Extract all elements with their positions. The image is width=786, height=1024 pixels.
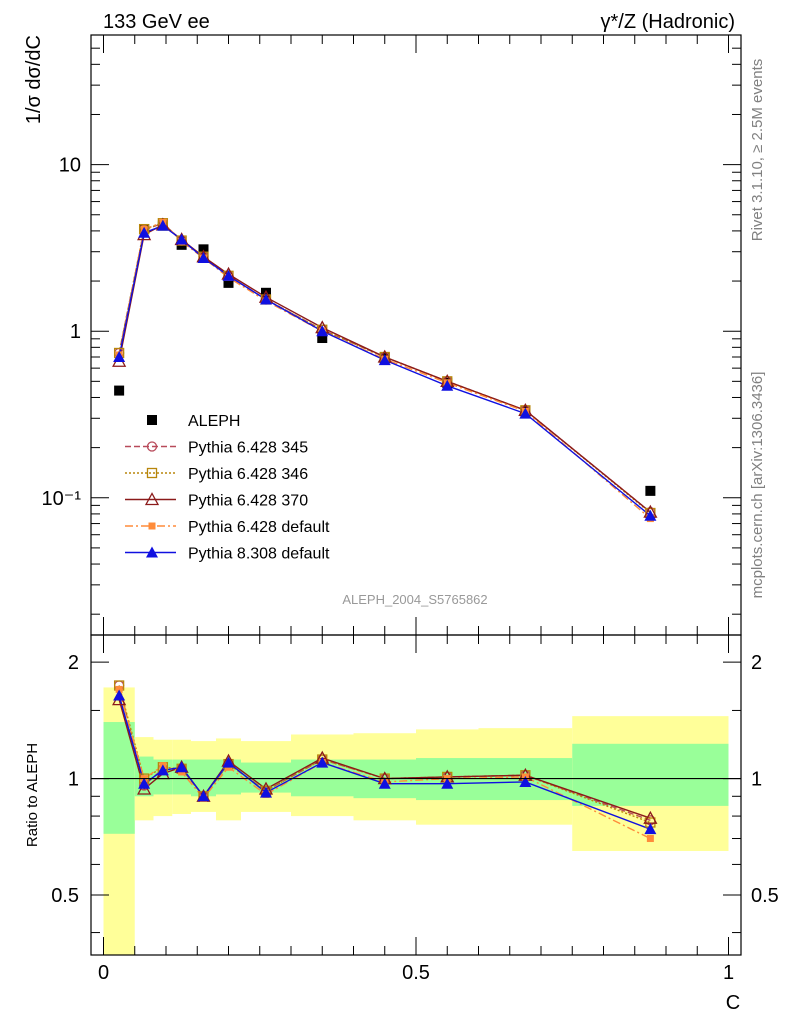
ratio-point-pythia-8-308-default-2 <box>156 764 169 776</box>
main-point-aleph-6 <box>261 287 271 298</box>
main-point-pythia-8-308-default-6 <box>260 293 272 305</box>
ratio-series-lines <box>118 685 651 840</box>
main-point-pythia-8-308-default-5 <box>222 269 235 281</box>
legend-marker-pythia-6-428-default <box>148 522 156 530</box>
ratio-point-pythia-6-428-default-11 <box>646 835 654 843</box>
header-left: 133 GeV ee <box>103 11 210 33</box>
ratio-point-pythia-8-308-default-4 <box>197 790 210 802</box>
xtick-label-2: 1 <box>723 962 734 984</box>
main-ytick-label-2: 10⁻¹ <box>42 488 82 510</box>
ratio-point-pythia-8-308-default-8 <box>378 777 391 789</box>
main-point-pythia-8-308-default-9 <box>441 379 454 391</box>
xtick-label-0: 0 <box>98 962 109 984</box>
inner-band-11 <box>572 743 729 806</box>
main-point-aleph-0 <box>114 385 125 396</box>
legend-marker-aleph <box>147 415 157 425</box>
legend-marker-pythia-6-428-370 <box>144 492 160 506</box>
ratio-line-pythia-6-428-370 <box>118 699 651 819</box>
legend: ALEPH Pythia 6.428 345 Pythia 6.428 346 Pyt… <box>125 413 330 563</box>
rivet-label: Rivet 3.1.10, ≥ 2.5M events <box>749 59 766 242</box>
main-series-markers <box>112 217 658 523</box>
ratio-point-pythia-8-308-default-3 <box>175 761 188 773</box>
ratio-point-pythia-8-308-default-9 <box>441 777 454 789</box>
main-point-pythia-8-308-default-4 <box>197 252 210 264</box>
ratio-ytick-label-left-0: 0.5 <box>51 885 79 907</box>
ratio-point-pythia-8-308-default-10 <box>519 775 532 787</box>
axes: 10 1 10⁻¹ 0.5 0.5 1 1 2 2 0 0.5 1 <box>42 34 779 984</box>
legend-marker-pythia-8-308-default <box>146 546 158 558</box>
ratio-point-pythia-8-308-default-7 <box>316 756 329 768</box>
xtick-label-1: 0.5 <box>402 962 430 984</box>
legend-marker-pythia-6-428-345 <box>146 441 158 452</box>
ratio-point-pythia-8-308-default-11 <box>644 823 657 835</box>
main-ylabel: 1/σ dσ/dC <box>23 35 45 124</box>
main-point-pythia-8-308-default-7 <box>316 325 329 337</box>
inner-band-0 <box>103 722 135 834</box>
header-right: γ*/Z (Hadronic) <box>601 11 735 33</box>
ratio-ytick-label-right-0: 0.5 <box>751 885 779 907</box>
main-point-pythia-8-308-default-8 <box>378 354 391 366</box>
main-point-pythia-8-308-default-1 <box>138 226 151 238</box>
main-point-pythia-8-308-default-0 <box>113 350 126 362</box>
ratio-point-pythia-8-308-default-6 <box>260 786 272 798</box>
ratio-point-pythia-8-308-default-1 <box>138 777 151 789</box>
main-point-aleph-7 <box>317 333 328 344</box>
main-ytick-label-0: 10 <box>59 155 81 177</box>
legend-label-pythia-6-428-default: Pythia 6.428 default <box>188 519 330 536</box>
x-axis-label: C <box>726 992 740 1014</box>
main-point-aleph-4 <box>198 244 209 255</box>
ratio-point-pythia-8-308-default-5 <box>222 756 235 768</box>
ratio-ytick-label-right-2: 2 <box>751 652 762 674</box>
legend-label-aleph: ALEPH <box>188 413 240 430</box>
main-point-aleph-5 <box>223 277 234 288</box>
ratio-series-markers <box>112 680 658 843</box>
legend-label-pythia-6-428-346: Pythia 6.428 346 <box>188 466 308 483</box>
main-point-aleph-11 <box>645 485 656 496</box>
legend-label-pythia-6-428-345: Pythia 6.428 345 <box>188 440 308 457</box>
main-point-pythia-8-308-default-3 <box>175 233 188 245</box>
main-point-pythia-8-308-default-2 <box>156 219 169 231</box>
legend-label-pythia-6-428-370: Pythia 6.428 370 <box>188 493 308 510</box>
mcplots-label: mcplots.cern.ch [arXiv:1306.3436] <box>749 372 766 599</box>
ratio-ytick-label-left-1: 1 <box>68 769 79 791</box>
main-point-pythia-8-308-default-10 <box>519 407 532 419</box>
main-point-pythia-8-308-default-11 <box>644 509 657 521</box>
analysis-id: ALEPH_2004_S5765862 <box>342 592 487 607</box>
ratio-point-pythia-8-308-default-0 <box>113 689 126 701</box>
ratio-bands <box>103 687 729 955</box>
ratio-ytick-label-left-2: 2 <box>68 652 79 674</box>
ratio-ytick-label-right-1: 1 <box>751 769 762 791</box>
main-ytick-label-1: 1 <box>70 321 81 343</box>
ratio-point-pythia-6-428-default-0 <box>115 685 123 693</box>
ratio-ylabel: Ratio to ALEPH <box>24 743 41 847</box>
legend-label-pythia-8-308-default: Pythia 8.308 default <box>188 546 330 563</box>
legend-marker-pythia-6-428-346 <box>146 467 158 479</box>
